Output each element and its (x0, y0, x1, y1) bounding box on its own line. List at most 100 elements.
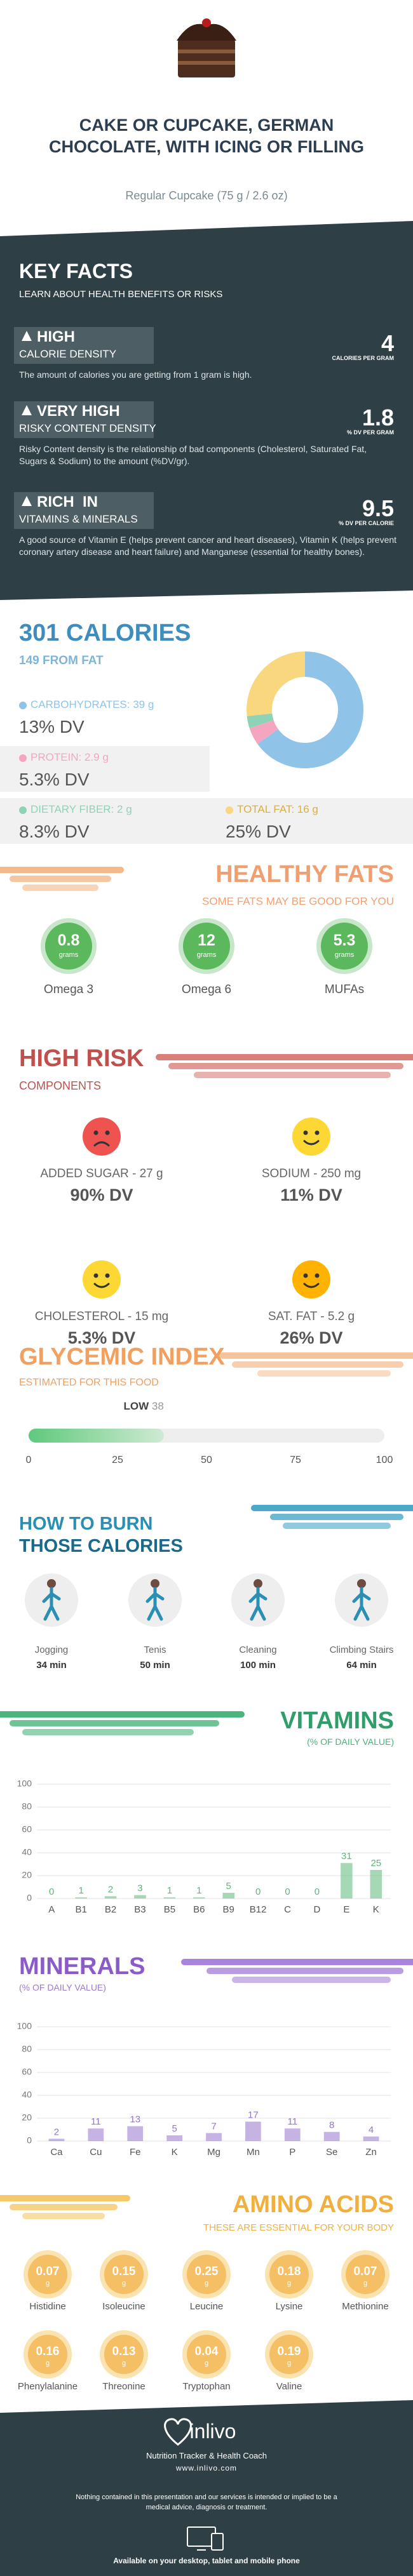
fat-name: MUFAs (324, 983, 365, 996)
y-tick-label: 40 (22, 1847, 32, 1857)
fat-value: 0.8 (57, 931, 80, 949)
activity-time: 50 min (140, 1660, 170, 1671)
risk-dv: 11% DV (280, 1185, 342, 1205)
x-tick-label: Fe (130, 2147, 141, 2158)
fact-icon (22, 331, 32, 341)
cake-icon (178, 61, 235, 65)
amino-name: Threonine (102, 2381, 146, 2392)
section-subtitle: ESTIMATED FOR THIS FOOD (19, 1377, 159, 1388)
risk-dv: 90% DV (70, 1185, 133, 1205)
bar (48, 2139, 65, 2141)
value-label: 13 (130, 2114, 140, 2125)
fact-level: VERY HIGH (37, 403, 120, 420)
activity-figure (146, 1587, 165, 1621)
amino-unit: g (363, 2279, 368, 2287)
x-tick-label: D (314, 1904, 321, 1915)
x-tick-label: E (343, 1904, 349, 1915)
amino-name: Isoleucine (102, 2301, 146, 2312)
amino-name: Phenylalanine (17, 2381, 78, 2392)
amino-unit: g (287, 2279, 292, 2287)
y-tick-label: 40 (22, 2090, 32, 2100)
donut-slice (249, 719, 279, 744)
fat-circle (321, 923, 368, 970)
fact-name: VITAMINS & MINERALS (19, 513, 138, 525)
face-mouth (93, 1283, 110, 1288)
section-title: MINERALS (19, 1953, 146, 1980)
value-label: 0 (49, 1886, 54, 1897)
disclaimer: Nothing contained in this presentation a… (76, 2493, 339, 2511)
fact-label-bg (14, 327, 154, 364)
amino-circle (187, 2335, 226, 2374)
value-label: 11 (287, 2116, 297, 2127)
value-label: 17 (248, 2109, 259, 2120)
fat-value: 5.3 (333, 931, 356, 949)
amino-value: 0.19 (277, 2345, 301, 2358)
activity-time: 64 min (346, 1660, 377, 1671)
value-label: 2 (108, 1884, 113, 1895)
amino-circle (28, 2255, 67, 2294)
bar (166, 2135, 182, 2141)
amino-circle (269, 2335, 309, 2374)
section-title: 301 CALORIES (19, 620, 191, 646)
face-eye (315, 1273, 320, 1278)
value-label: 5 (226, 1881, 231, 1892)
x-tick-label: K (172, 2147, 178, 2158)
value-label: 0 (315, 1886, 320, 1897)
x-tick-label: A (48, 1904, 55, 1915)
amino-unit: g (45, 2279, 50, 2287)
amino-value: 0.25 (194, 2265, 219, 2278)
value-label: 1 (196, 1885, 201, 1896)
fact-level: RICH IN (37, 493, 98, 511)
x-tick-label: Zn (365, 2147, 377, 2158)
bar (134, 1895, 146, 1899)
amino-unit: g (121, 2359, 126, 2367)
section-title: HIGH RISK (19, 1045, 144, 1072)
risk-label: SODIUM - 250 mg (261, 1167, 362, 1180)
y-tick-label: 0 (27, 1893, 32, 1903)
x-tick-label: Mg (207, 2147, 220, 2158)
url: www.inlivo.com (175, 2464, 238, 2473)
x-tick-label: B6 (193, 1904, 205, 1915)
x-tick-label: C (284, 1904, 291, 1915)
donut-slice (247, 713, 274, 728)
bar (245, 2121, 261, 2141)
nutrient-label: CARBOHYDRATES: 39 g (30, 698, 154, 711)
legend-dot (19, 702, 27, 709)
fat-unit: grams (58, 951, 79, 959)
amino-circle (28, 2335, 67, 2374)
gi-tick-label: 50 (201, 1455, 212, 1465)
amino-unit: g (287, 2359, 292, 2367)
y-tick-label: 100 (17, 1779, 32, 1789)
fact-value: 4 (381, 330, 394, 356)
y-tick-label: 20 (22, 1870, 32, 1880)
face-eye (93, 1130, 98, 1135)
nutrient-dv: 25% DV (226, 822, 291, 841)
value-label: 1 (167, 1885, 172, 1896)
face-eye (303, 1273, 308, 1278)
amino-value: 0.15 (112, 2265, 136, 2278)
face-eye (105, 1273, 110, 1278)
bar (206, 2133, 222, 2141)
y-tick-label: 20 (22, 2112, 32, 2123)
activity-head (151, 1579, 159, 1588)
amino-unit: g (121, 2279, 126, 2287)
nutrient-dv: 8.3% DV (19, 822, 90, 841)
device-icon (211, 2533, 224, 2551)
value-label: 31 (341, 1851, 352, 1862)
fact-icon (22, 496, 32, 506)
bar (163, 1897, 176, 1899)
activity-name: Cleaning (239, 1645, 277, 1655)
activity-head (357, 1579, 366, 1588)
fact-text: A good source of Vitamin E (helps preven… (19, 535, 397, 557)
title: CAKE OR CUPCAKE, GERMAN CHOCOLATE, WITH … (49, 116, 364, 156)
face (83, 1260, 121, 1298)
y-tick-label: 60 (22, 1824, 32, 1834)
risk-label: SAT. FAT - 5.2 g (267, 1310, 355, 1323)
section-subtitle: 149 FROM FAT (19, 654, 104, 667)
fact-level: HIGH (37, 328, 75, 345)
section-subtitle: SOME FATS MAY BE GOOD FOR YOU (202, 895, 394, 907)
risk-label: CHOLESTEROL - 15 mg (34, 1310, 169, 1323)
activity-time: 34 min (36, 1660, 67, 1671)
section-title: THOSE CALORIES (19, 1536, 183, 1556)
